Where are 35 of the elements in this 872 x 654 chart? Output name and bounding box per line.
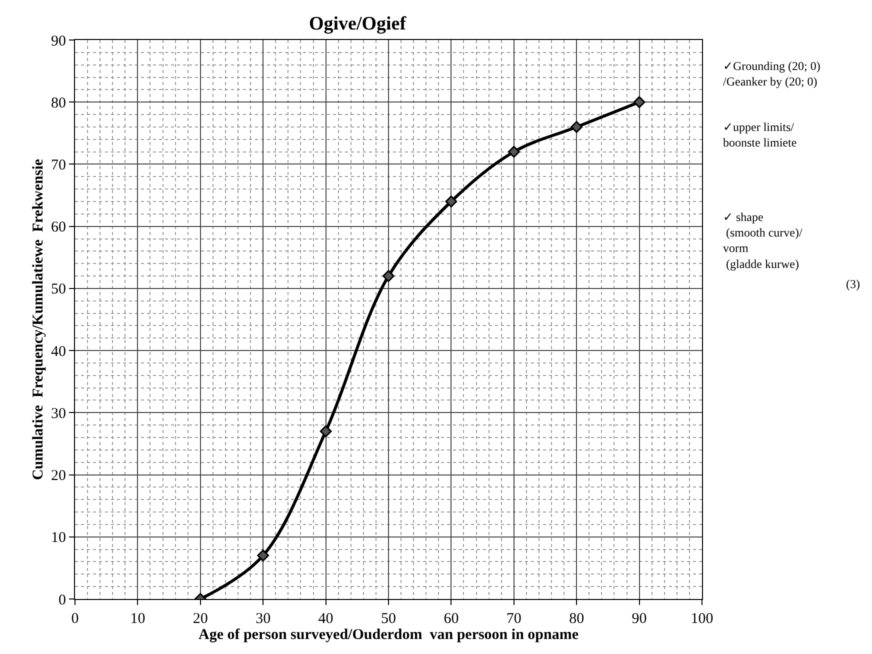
x-tick-label: 0 [71, 611, 79, 627]
y-tick-label: 0 [58, 592, 66, 608]
x-tick-label: 50 [381, 611, 396, 627]
x-tick-label: 40 [318, 611, 334, 627]
y-tick-label: 60 [51, 220, 66, 236]
y-tick-label: 50 [51, 282, 66, 298]
point [257, 550, 270, 562]
x-tick-label: 70 [506, 611, 522, 627]
y-tick-label: 70 [51, 157, 66, 174]
point [320, 425, 332, 438]
text: (3) [846, 277, 860, 291]
y-tick-label: 40 [51, 344, 66, 360]
y-tick-label: 20 [51, 468, 66, 484]
point [445, 196, 458, 208]
point [508, 146, 520, 158]
y-tick-label: 10 [51, 530, 66, 546]
x-axis-title: Age of person surveyed/Ouderdom van persoon in opname [198, 627, 579, 643]
x-tick-label: 30 [256, 611, 271, 627]
y-tick-label: 80 [51, 95, 66, 112]
y-tick-label: 30 [51, 406, 66, 422]
x-tick-label: 90 [632, 611, 647, 627]
text: ✓ shape (smooth curve)/ vorm (gladde kurwe) [723, 210, 803, 271]
text: ✓Grounding (20; 0) /Geanker by (20; 0) [723, 59, 820, 89]
x-tick-label: 60 [444, 611, 459, 627]
y-axis-title: Cumulative Frequency/Kumulatiewe Frekwensie [30, 158, 46, 480]
point [633, 96, 646, 108]
y-tick-label: 90 [51, 33, 66, 50]
x-tick-label: 20 [192, 611, 208, 627]
x-tick-label: 100 [690, 611, 714, 627]
text: ✓upper limits/ boonste limiete [723, 120, 797, 150]
x-tick-label: 10 [130, 611, 146, 627]
x-tick-label: 80 [569, 611, 584, 627]
chart-title: Ogive/Ogief [308, 14, 407, 35]
point [570, 121, 583, 133]
point [382, 270, 394, 282]
